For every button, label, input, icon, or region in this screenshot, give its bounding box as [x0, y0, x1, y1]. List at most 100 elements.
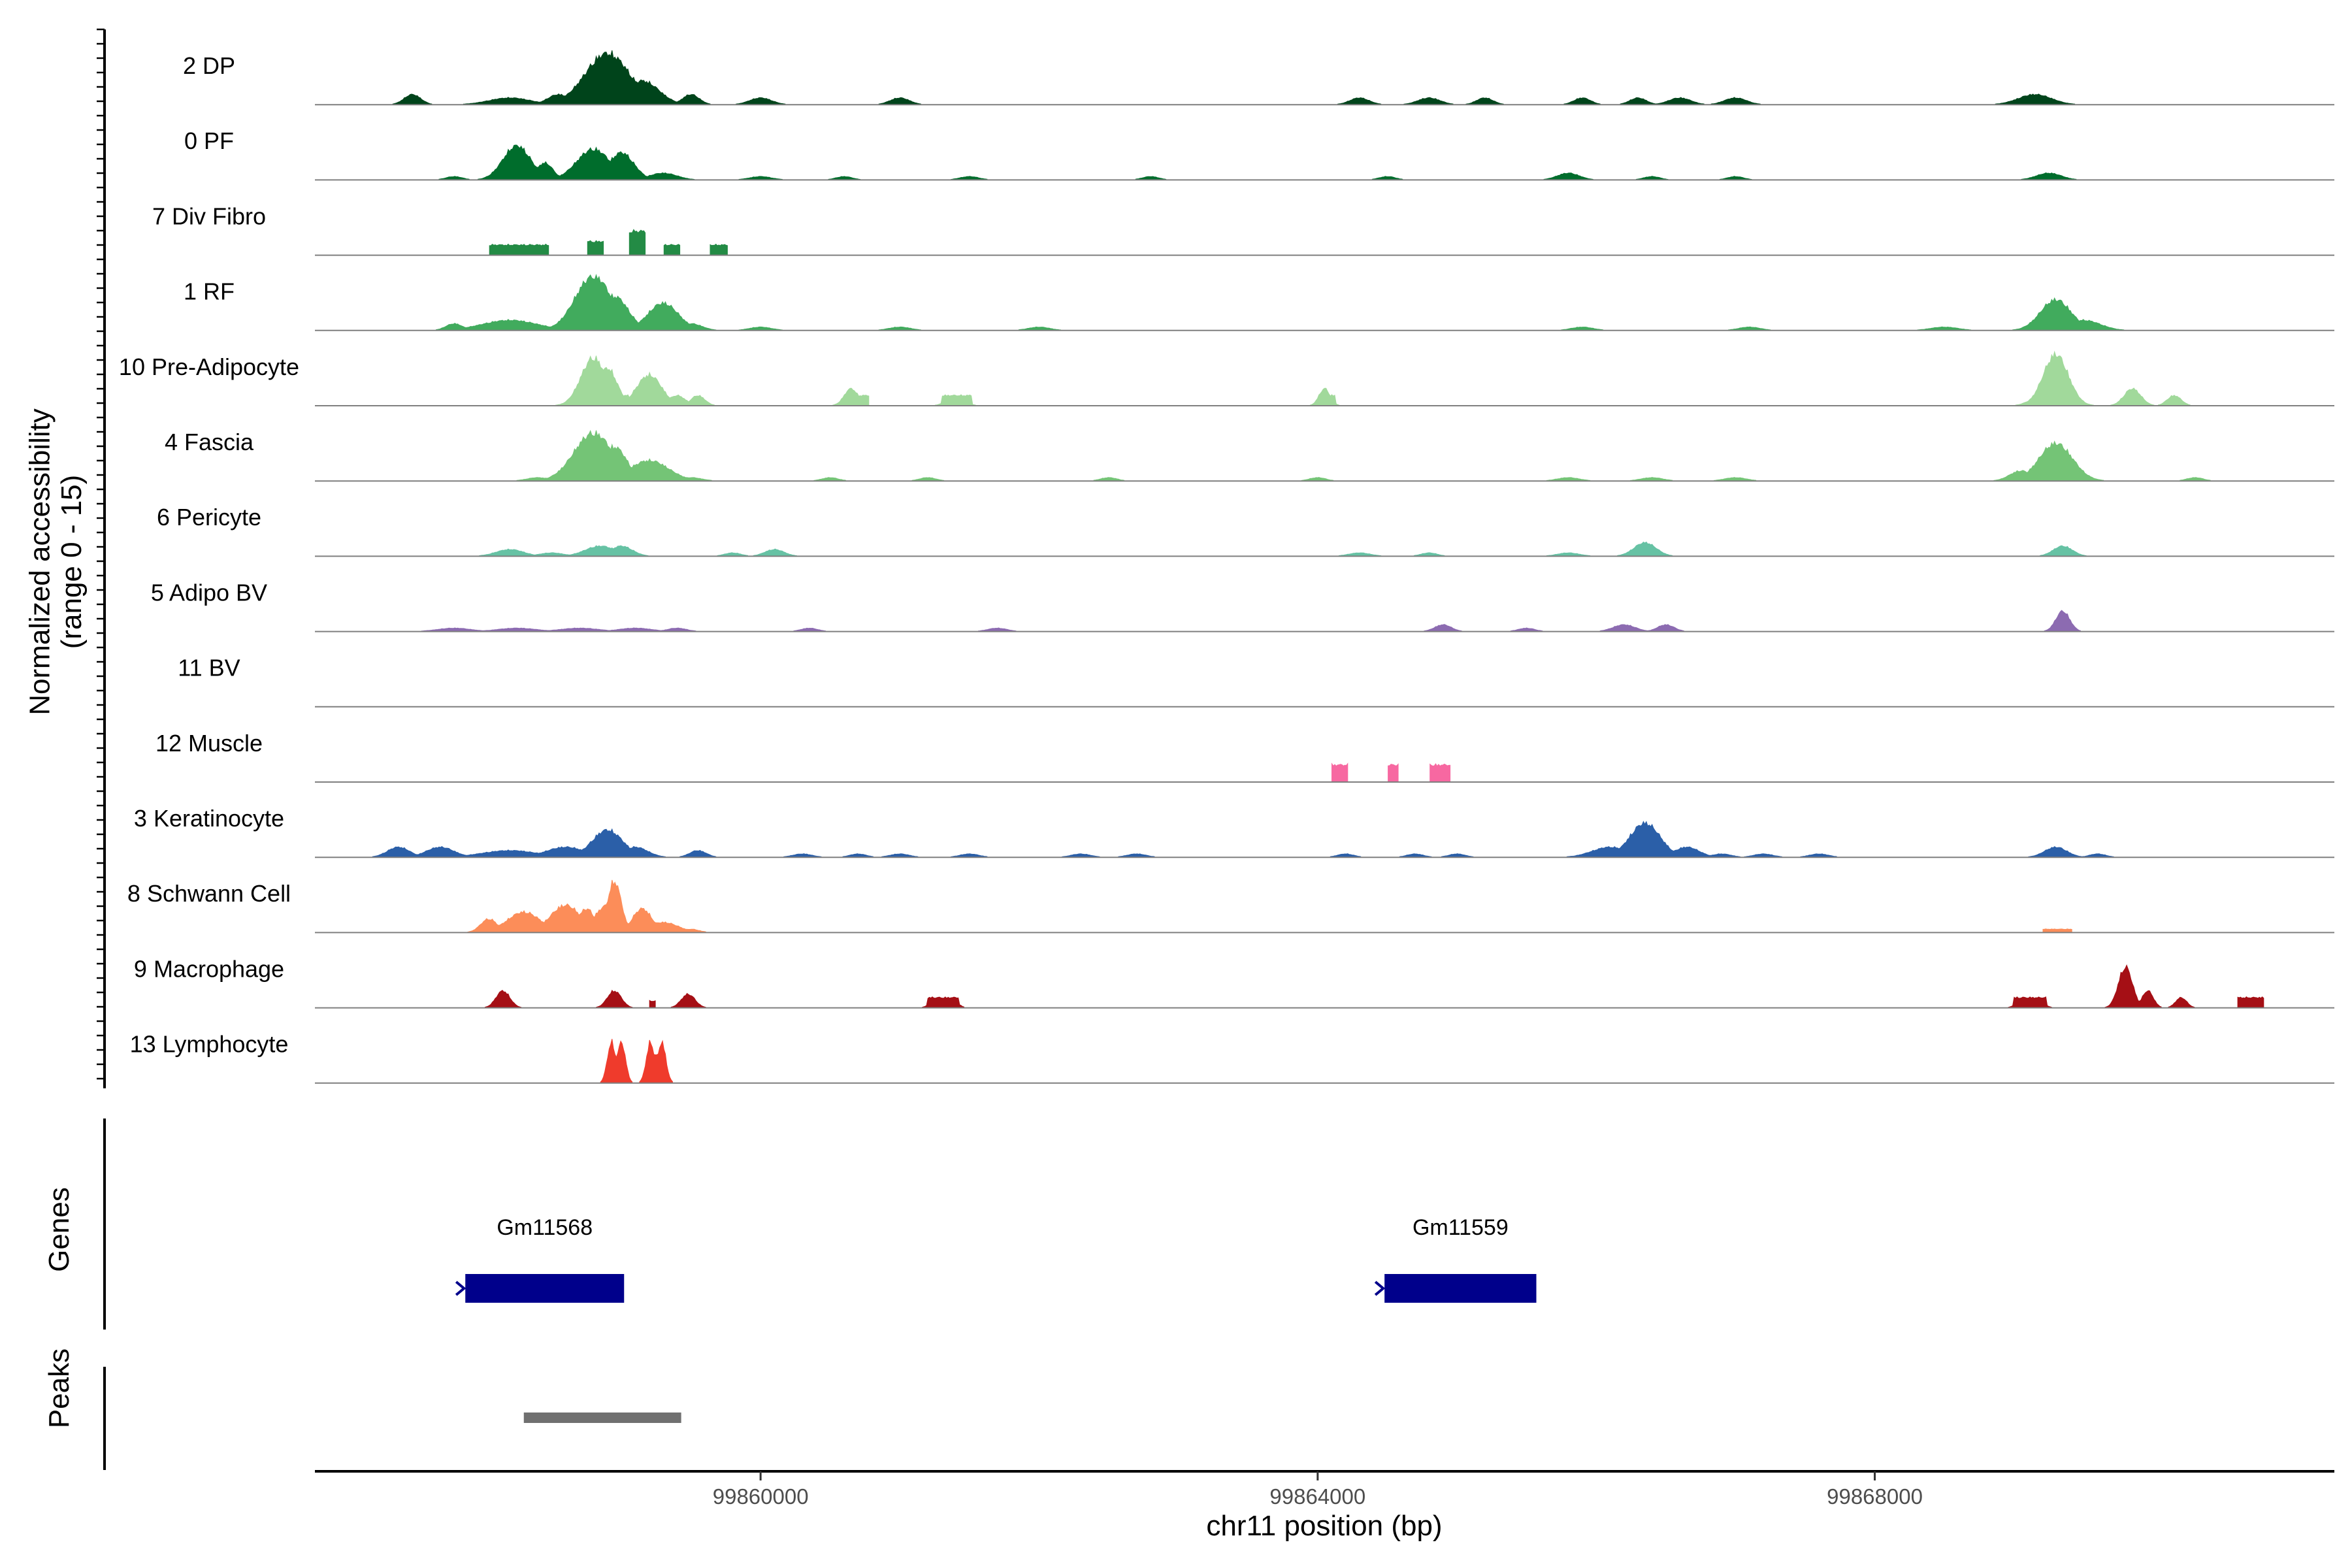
coverage-area — [710, 244, 728, 256]
coverage-area — [463, 50, 711, 105]
track: 6 Pericyte — [157, 504, 2334, 557]
coverage-area — [2040, 545, 2087, 557]
coverage-area — [922, 996, 964, 1009]
coverage-area — [1339, 552, 1382, 557]
coverage-area — [2028, 846, 2114, 858]
coverage-area — [670, 992, 706, 1009]
coverage-area — [2158, 395, 2191, 406]
peaks-axis-title: Peaks — [43, 1348, 75, 1428]
coverage-area — [738, 326, 783, 331]
coverage-area — [1093, 477, 1125, 482]
coverage-area — [596, 989, 633, 1009]
coverage-area — [1337, 97, 1382, 105]
coverage-area — [842, 853, 874, 858]
coverage-area — [629, 229, 646, 256]
coverage-area — [717, 552, 748, 557]
x-tick-label: 99864000 — [1269, 1484, 1365, 1509]
track-label: 11 BV — [178, 655, 240, 681]
coverage-area — [2104, 964, 2162, 1009]
coverage-area — [1635, 176, 1669, 180]
track: 10 Pre-Adipocyte — [119, 350, 2334, 406]
genes-panel: Gm11568 Gm11559 — [103, 1119, 1537, 1330]
coverage-area — [813, 477, 846, 482]
coverage-area — [1301, 477, 1334, 482]
coverage-area — [1566, 821, 1740, 858]
track-label: 6 Pericyte — [157, 504, 261, 531]
coverage-area — [1424, 624, 1462, 632]
coverage-area — [467, 879, 706, 933]
coverage-area — [881, 853, 919, 858]
coverage-area — [2042, 928, 2072, 933]
coverage-area — [828, 176, 861, 180]
coverage-area — [1429, 763, 1451, 783]
coverage-area — [1995, 93, 2076, 105]
coverage-area — [600, 1039, 633, 1084]
coverage-area — [1728, 326, 1771, 331]
coverage-area — [1399, 853, 1432, 858]
coverage-area — [1800, 853, 1837, 858]
coverage-area — [1710, 97, 1761, 105]
x-tick-label: 99868000 — [1827, 1484, 1923, 1509]
coverage-area — [951, 176, 988, 180]
coverage-area — [679, 849, 717, 858]
track-label: 4 Fascia — [165, 429, 254, 455]
track: 12 Muscle — [155, 730, 2334, 783]
coverage-area — [372, 828, 666, 858]
track-label: 5 Adipo BV — [151, 579, 267, 606]
coverage-area — [978, 627, 1017, 632]
gene-body — [1384, 1274, 1537, 1303]
coverage-area — [587, 240, 604, 256]
gene: Gm11559 — [1374, 1215, 1537, 1303]
coverage-area — [485, 990, 522, 1009]
coverage-area — [878, 97, 921, 105]
track: 0 PF — [184, 127, 2334, 181]
coverage-area — [878, 326, 921, 331]
coverage-area — [1135, 176, 1167, 180]
track-label: 10 Pre-Adipocyte — [119, 353, 299, 380]
coverage-area — [1413, 552, 1445, 557]
track-label: 2 DP — [183, 52, 235, 79]
coverage-area — [2021, 172, 2077, 180]
gene-body — [465, 1274, 625, 1303]
coverage-area — [1744, 853, 1782, 858]
coverage-area — [649, 1000, 656, 1009]
coverage-area — [911, 477, 945, 482]
y-axis-title: Normalized accessibility(range 0 - 15) — [24, 408, 88, 715]
coverage-area — [1546, 552, 1591, 557]
coverage-area — [392, 93, 433, 105]
coverage-area — [1543, 172, 1593, 180]
coverage-area — [1330, 853, 1362, 858]
peak-region — [523, 1413, 681, 1423]
genes-axis-title: Genes — [43, 1187, 75, 1272]
track: 2 DP — [183, 50, 2334, 106]
strand-arrow — [455, 1281, 466, 1296]
coverage-area — [1993, 440, 2104, 482]
gene-name: Gm11559 — [1413, 1215, 1509, 1240]
coverage-area — [2237, 996, 2264, 1009]
coverage-area — [479, 545, 649, 557]
coverage-area — [1617, 541, 1673, 557]
gene-name: Gm11568 — [497, 1215, 593, 1240]
coverage-area — [639, 1039, 673, 1084]
track-label: 13 Lymphocyte — [130, 1031, 289, 1058]
peaks-panel — [103, 1367, 681, 1470]
track-label: 0 PF — [184, 127, 234, 154]
coverage-area — [1331, 762, 1348, 783]
coverage-area — [2008, 996, 2052, 1009]
coverage-area — [2015, 350, 2094, 406]
coverage-area — [2168, 996, 2195, 1009]
track: 13 Lymphocyte — [130, 1031, 2334, 1084]
coverage-area — [2012, 297, 2125, 331]
coverage-area — [2110, 387, 2155, 406]
track-label: 8 Schwann Cell — [127, 880, 291, 907]
coverage-area — [1563, 97, 1601, 105]
coverage-area — [793, 627, 826, 632]
coverage-tracks: 2 DP 0 PF 7 Div Fibro 1 RF 10 Pre-Adipocyte 4… — [119, 50, 2334, 1084]
coverage-area — [1714, 477, 1757, 482]
coverage-area — [1917, 326, 1972, 331]
coverage-area — [738, 176, 783, 180]
coverage-area — [421, 627, 696, 632]
coverage-area — [1630, 477, 1673, 482]
track: 7 Div Fibro — [152, 203, 2334, 256]
